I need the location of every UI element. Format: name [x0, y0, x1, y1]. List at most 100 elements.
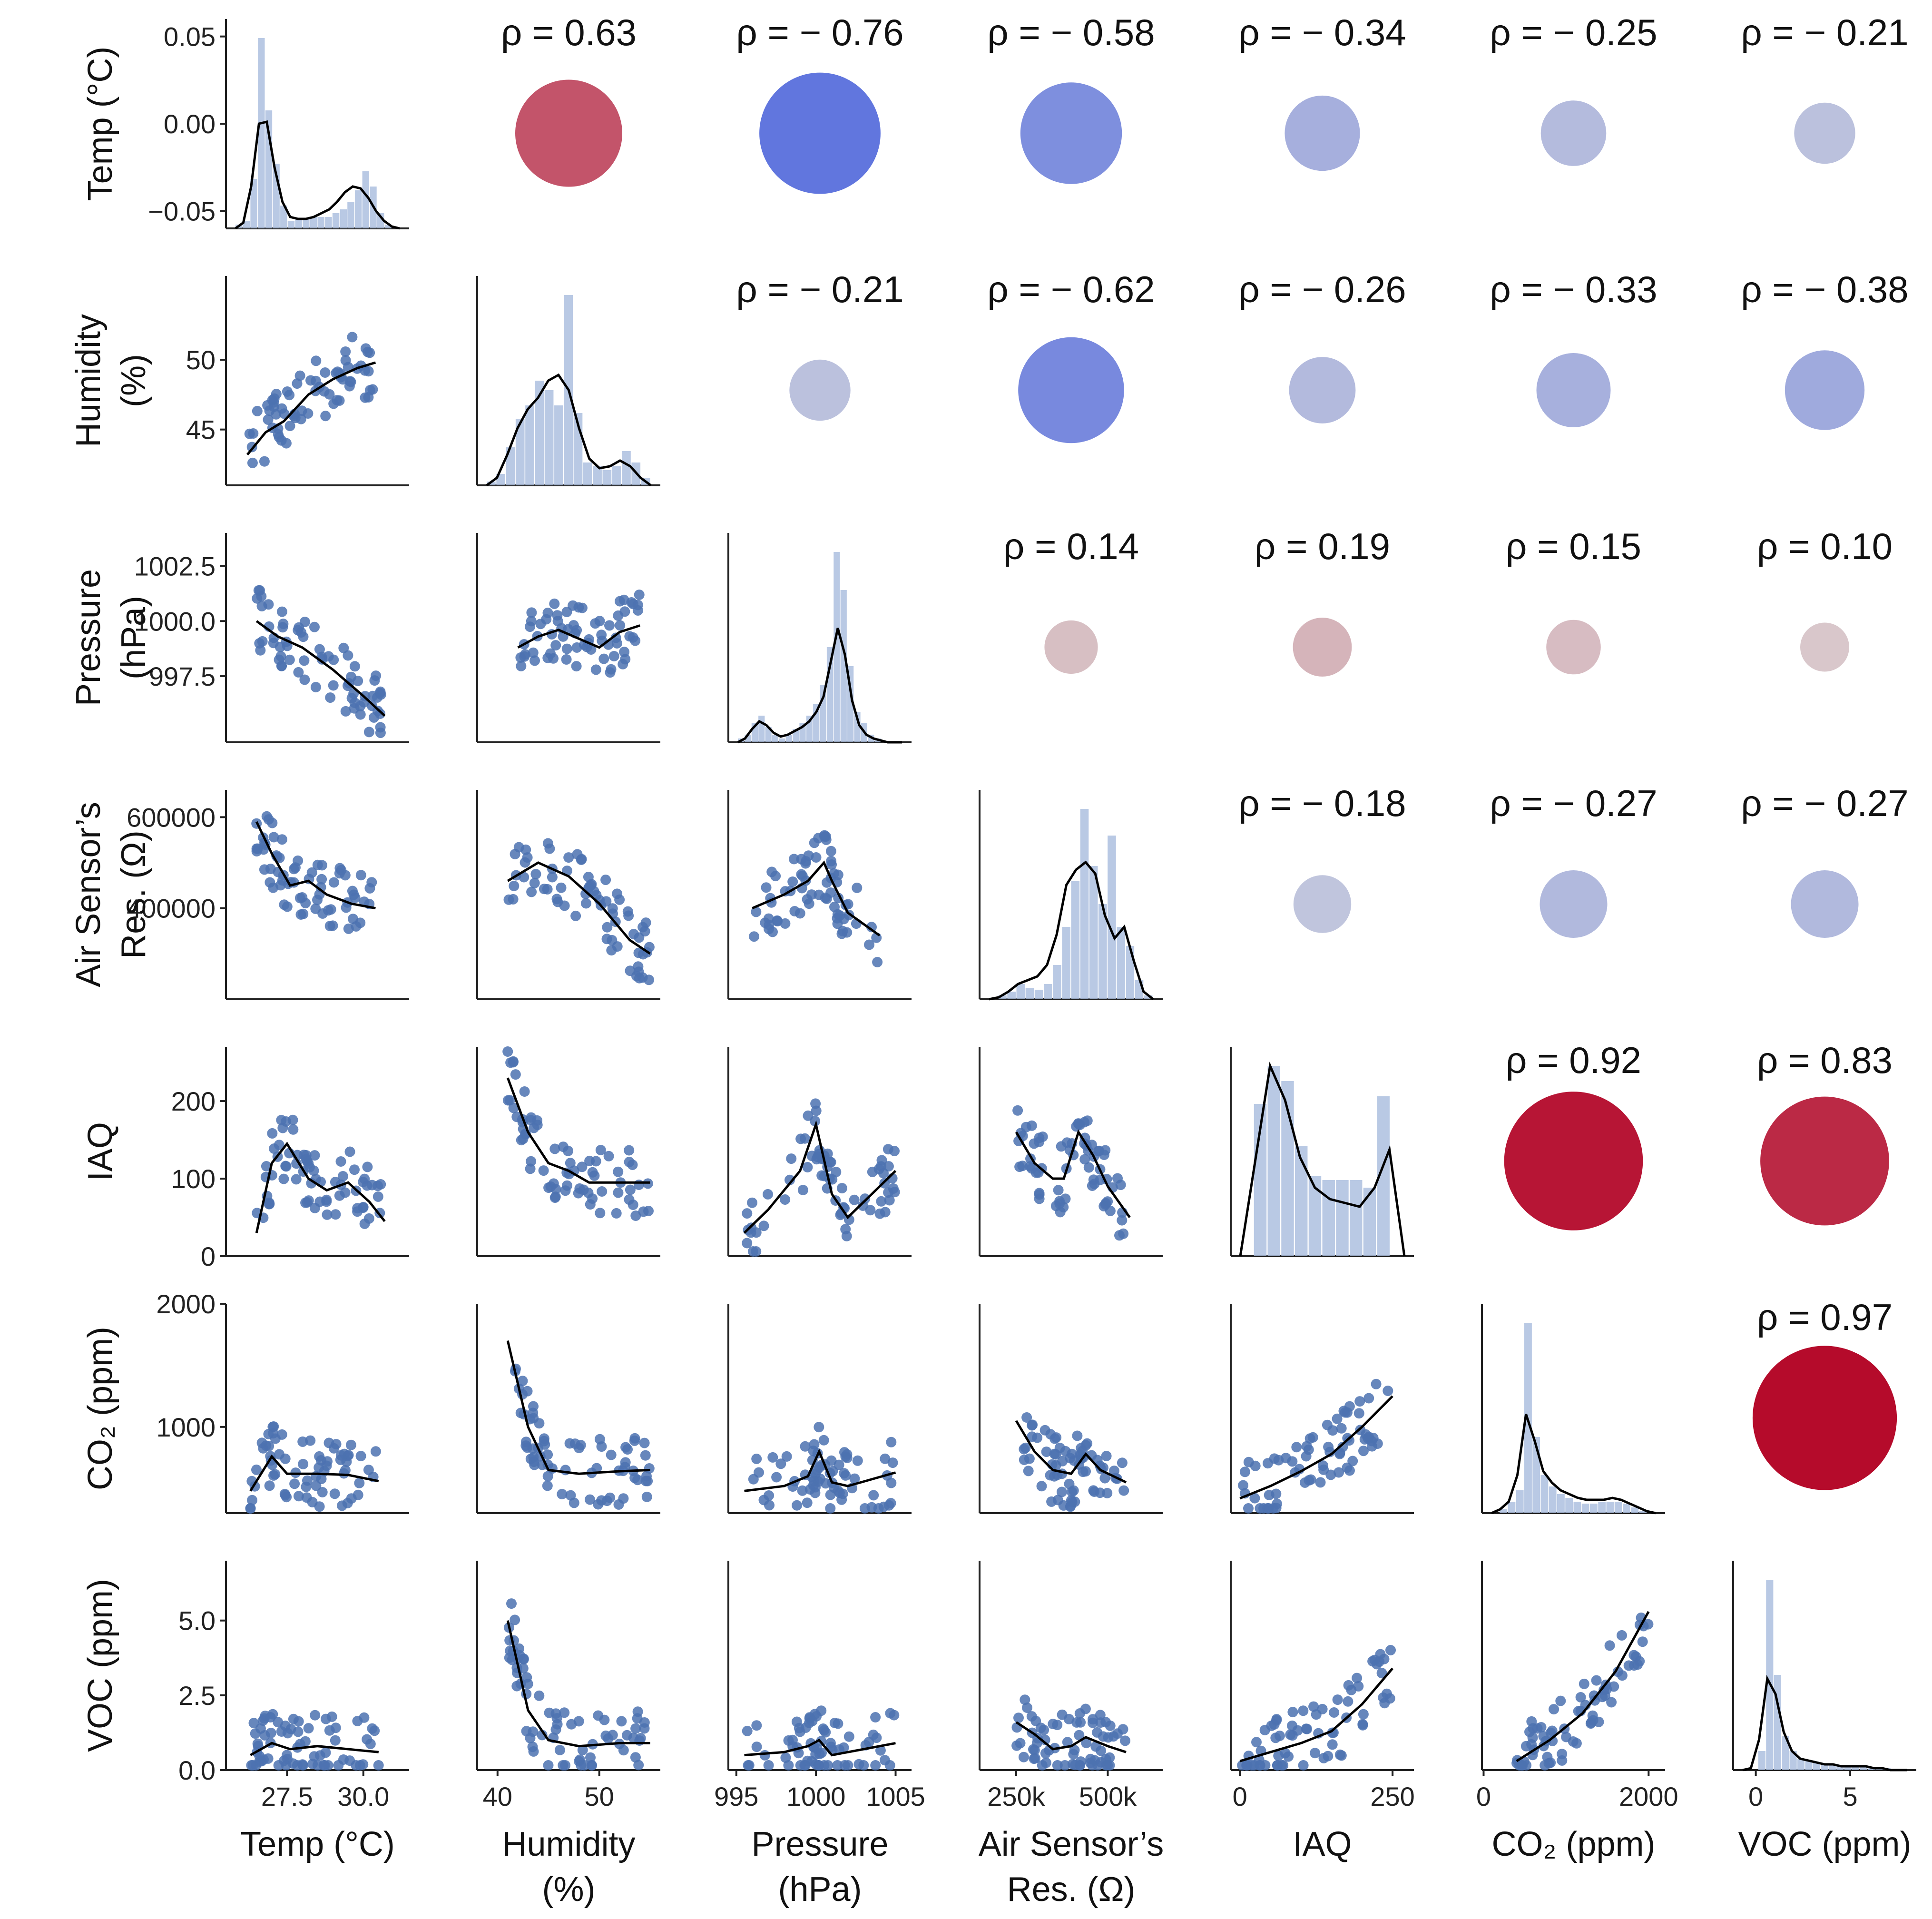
histogram-bar [1098, 904, 1107, 999]
histogram-bar [602, 470, 612, 485]
histogram-bar [1789, 1751, 1797, 1770]
scatter-point [355, 709, 366, 720]
histogram-bar [834, 552, 840, 742]
scatter-point [526, 616, 537, 627]
scatter-point [870, 1712, 881, 1722]
scatter-point [324, 389, 335, 400]
x-tick-label: 500k [1079, 1781, 1137, 1811]
scatter-point [816, 1747, 827, 1758]
trend-line [1015, 1420, 1127, 1484]
scatter-point [635, 1733, 646, 1743]
histogram-bar [310, 217, 317, 228]
scatter-point [839, 1468, 850, 1479]
trend-line [744, 1448, 896, 1492]
scatter-point [252, 405, 263, 416]
scatter-point [375, 688, 386, 699]
scatter-point [842, 927, 853, 938]
scatter-point [886, 1477, 897, 1488]
scatter-point [1032, 1432, 1043, 1443]
histogram-bar [325, 217, 332, 228]
histogram-bar [1053, 965, 1061, 999]
scatter-point [1074, 1120, 1085, 1130]
scatter-point [1052, 1760, 1063, 1771]
scatter-point [530, 655, 540, 666]
kde-curve [1491, 1414, 1656, 1515]
scatter-point [1051, 1432, 1062, 1443]
scatter-point [1524, 1726, 1535, 1737]
trend-line [743, 1120, 897, 1234]
scatter-point [316, 1474, 327, 1485]
scatter-point [849, 1473, 860, 1484]
correlation-label: ρ = − 0.25 [1490, 11, 1657, 53]
scatter-point [1048, 1719, 1059, 1730]
y-axis-title: Res. (Ω) [115, 830, 153, 959]
scatter-point [369, 1725, 380, 1736]
scatter-point [1065, 1453, 1076, 1464]
scatter-point [759, 1750, 770, 1761]
histogram-bar [1557, 1494, 1565, 1513]
scatter-point [1591, 1675, 1602, 1686]
scatter-point [1020, 1694, 1030, 1705]
histogram-bar [1089, 866, 1098, 999]
x-tick-label: 0 [1748, 1781, 1763, 1811]
histogram-bar [622, 451, 631, 485]
scatter-point [321, 1713, 331, 1724]
scatter-point [1053, 1185, 1064, 1196]
scatter-point [868, 1729, 879, 1740]
scatter-point [1117, 1215, 1128, 1226]
scatter-point [1344, 1435, 1354, 1446]
scatter-point [763, 913, 774, 924]
x-axis-title: Temp (°C) [240, 1825, 395, 1863]
scatter-point [312, 895, 323, 905]
correlation-label: ρ = 0.10 [1757, 525, 1893, 567]
scatter-point [344, 376, 355, 387]
correlation-label: ρ = 0.63 [501, 11, 637, 53]
scatter-point [517, 1376, 528, 1387]
scatter-point [528, 647, 539, 658]
scatter-point [576, 1760, 587, 1771]
kde-curve [989, 860, 1154, 1001]
scatter-point [291, 1158, 302, 1169]
scatter-point [311, 355, 322, 366]
scatter-point [315, 882, 326, 893]
scatter-point [771, 1472, 782, 1483]
histogram-bar [1639, 1511, 1647, 1513]
scatter-point [274, 432, 284, 443]
scatter-point [599, 1714, 610, 1725]
scatter-point [1354, 1396, 1365, 1407]
scatter-point [802, 1497, 813, 1508]
scatter-point [1343, 1696, 1353, 1707]
histogram-bar [1606, 1502, 1614, 1513]
scatter-point [1074, 1760, 1085, 1771]
scatter-point [1083, 1162, 1094, 1173]
scatter-point [831, 1167, 842, 1178]
histogram-bar [1108, 836, 1116, 999]
scatter-point [1604, 1640, 1615, 1651]
scatter-point [561, 654, 572, 665]
scatter-point [314, 1750, 325, 1761]
scatter-point [276, 660, 287, 671]
histogram-bar [1821, 1764, 1828, 1770]
scatter-point [298, 631, 309, 642]
scatter-point [872, 957, 883, 967]
histogram-bar [1350, 1180, 1363, 1256]
correlation-label: ρ = − 0.27 [1490, 782, 1657, 824]
histogram-bar [1508, 1502, 1516, 1513]
scatter-point [618, 659, 628, 669]
y-tick-label: 1000 [156, 1412, 216, 1442]
x-axis-title: (hPa) [778, 1870, 862, 1909]
scatter-point [263, 599, 274, 610]
histogram-bar [280, 206, 287, 228]
scatter-point [295, 909, 306, 920]
scatter-point [612, 888, 623, 899]
correlation-label: ρ = − 0.76 [736, 11, 903, 53]
correlation-label: ρ = − 0.21 [736, 268, 903, 310]
scatter-point [347, 332, 358, 343]
correlation-label: ρ = − 0.33 [1490, 268, 1657, 310]
histogram-bar [303, 219, 310, 228]
scatter-point [886, 1437, 897, 1447]
y-tick-label: 50 [186, 345, 216, 375]
scatter-point [1589, 1690, 1599, 1701]
scatter-point [246, 1760, 257, 1771]
